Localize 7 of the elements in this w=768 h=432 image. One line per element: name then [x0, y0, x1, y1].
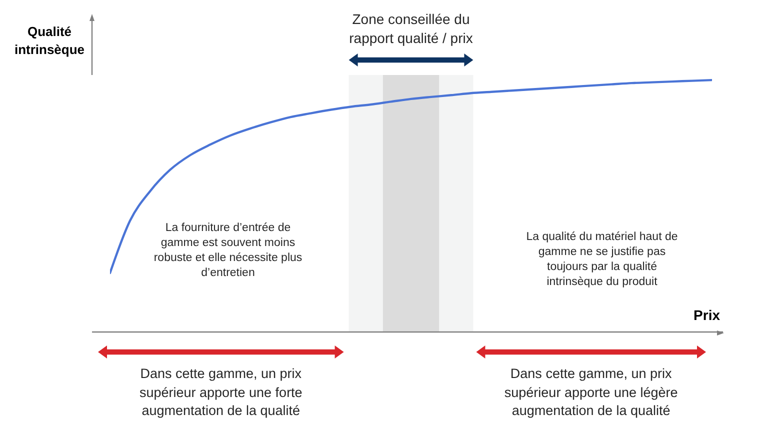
- text: Dans cette gamme, un prix supérieur apporte une légère augmentation de la qualité: [504, 365, 678, 420]
- annotation: La fourniture d’entrée de gamme est souvent moins robuste et elle nécessite plus d’entretien: [154, 221, 302, 281]
- text: Dans cette gamme, un prix supérieur apporte une forte augmentation de la qualité: [139, 365, 302, 420]
- y-axis-title: Qualité intrinsèque: [14, 23, 85, 59]
- x-axis-title: Prix: [694, 306, 720, 324]
- annotation: La qualité du matériel haut de gamme ne se justifie pas toujours par la qualité intrinsèque du produit: [526, 230, 678, 290]
- text: Zone conseillée du rapport qualité / prix: [349, 10, 473, 48]
